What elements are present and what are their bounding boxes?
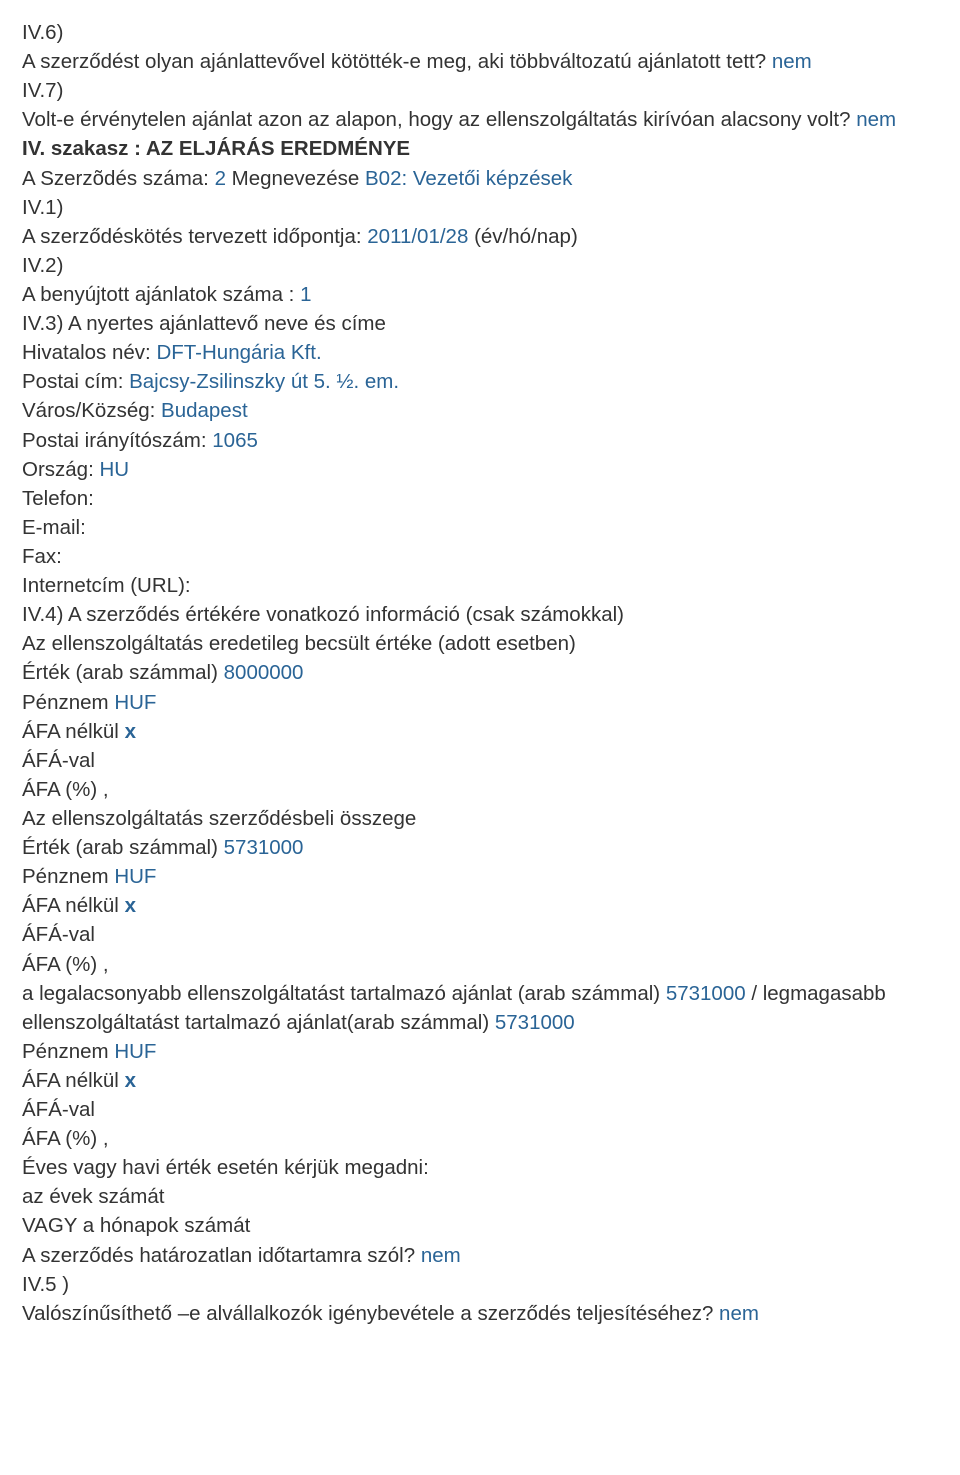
iv4-indef-q: A szerződés határozatlan időtartamra szó… [22,1244,421,1267]
iv1-label: A szerződéskötés tervezett időpontja: [22,225,367,248]
contract-name-label: Megnevezése [226,167,365,190]
iv4-afa-nelkul-2: ÁFA nélkül [22,894,125,917]
iv5-q: Valószínűsíthető –e alvállalkozók igényb… [22,1302,719,1325]
iv4-afaval-2: ÁFÁ-val [22,923,95,946]
contract-num: 2 [215,167,226,190]
country-label: Ország: [22,458,99,481]
iv4-currency-label-2: Pénznem [22,865,114,888]
iv4-est-val-label: Érték (arab számmal) [22,661,224,684]
zip: 1065 [212,429,258,452]
iv4-afaval-3: ÁFÁ-val [22,1098,95,1121]
iv7-num: IV.7) [22,79,63,102]
iv7-question: Volt-e érvénytelen ajánlat azon az alapo… [22,108,856,131]
iv4-x-1: x [125,720,136,743]
iv2-num: IV.2) [22,254,63,277]
iv4-contract-val: 5731000 [224,836,304,859]
iv4-currency-3: HUF [114,1040,156,1063]
postal-label: Postai cím: [22,370,129,393]
city-label: Város/Község: [22,399,161,422]
official-name: DFT-Hungária Kft. [156,341,321,364]
iv4-or-months: VAGY a hónapok számát [22,1214,250,1237]
iv4-currency-label-3: Pénznem [22,1040,114,1063]
iv2-label: A benyújtott ajánlatok száma : [22,283,300,306]
city: Budapest [161,399,248,422]
iv5-num: IV.5 ) [22,1273,69,1296]
iv3-num: IV.3) A nyertes ajánlattevő neve és címe [22,312,386,335]
fax-label: Fax: [22,545,62,568]
phone-label: Telefon: [22,487,94,510]
section-iv-head: IV. szakasz : AZ ELJÁRÁS EREDMÉNYE [22,137,410,160]
iv4-est-val: 8000000 [224,661,304,684]
contract-num-label: A Szerzõdés száma: [22,167,215,190]
iv4-contract-val-label: Érték (arab számmal) [22,836,224,859]
iv4-afaval-1: ÁFÁ-val [22,749,95,772]
iv6-answer: nem [772,50,812,73]
iv4-currency-label-1: Pénznem [22,691,114,714]
iv4-x-2: x [125,894,136,917]
iv6-num: IV.6) [22,21,63,44]
contract-name: B02: Vezetői képzések [365,167,572,190]
iv1-date: 2011/01/28 [367,225,468,248]
iv4-x-3: x [125,1069,136,1092]
official-name-label: Hivatalos név: [22,341,156,364]
iv4-contract-sum-label: Az ellenszolgáltatás szerződésbeli össze… [22,807,416,830]
iv4-est-label: Az ellenszolgáltatás eredetileg becsült … [22,632,576,655]
iv4-highest-val: 5731000 [495,1011,575,1034]
iv4-indef-ans: nem [421,1244,461,1267]
iv4-afa-pct-3: ÁFA (%) , [22,1127,109,1150]
url-label: Internetcím (URL): [22,574,191,597]
iv4-currency-1: HUF [114,691,156,714]
iv4-lowest-val: 5731000 [666,982,746,1005]
iv4-yearly-label: Éves vagy havi érték esetén kérjük megad… [22,1156,429,1179]
iv5-ans: nem [719,1302,759,1325]
iv4-currency-2: HUF [114,865,156,888]
iv7-answer: nem [856,108,896,131]
email-label: E-mail: [22,516,86,539]
zip-label: Postai irányítószám: [22,429,212,452]
iv4-afa-pct-2: ÁFA (%) , [22,953,109,976]
country: HU [99,458,129,481]
iv4-afa-pct-1: ÁFA (%) , [22,778,109,801]
iv4-slash: / [746,982,763,1005]
iv6-question: A szerződést olyan ajánlattevővel kötött… [22,50,766,73]
postal-address: Bajcsy-Zsilinszky út 5. ½. em. [129,370,399,393]
iv4-afa-nelkul-3: ÁFA nélkül [22,1069,125,1092]
iv4-num: IV.4) A szerződés értékére vonatkozó inf… [22,603,624,626]
iv4-lowest-pre: a legalacsonyabb ellenszolgáltatást tart… [22,982,666,1005]
iv4-afa-nelkul-1: ÁFA nélkül [22,720,125,743]
iv1-suffix: (év/hó/nap) [468,225,577,248]
iv4-years-label: az évek számát [22,1185,164,1208]
iv1-num: IV.1) [22,196,63,219]
iv2-value: 1 [300,283,311,306]
